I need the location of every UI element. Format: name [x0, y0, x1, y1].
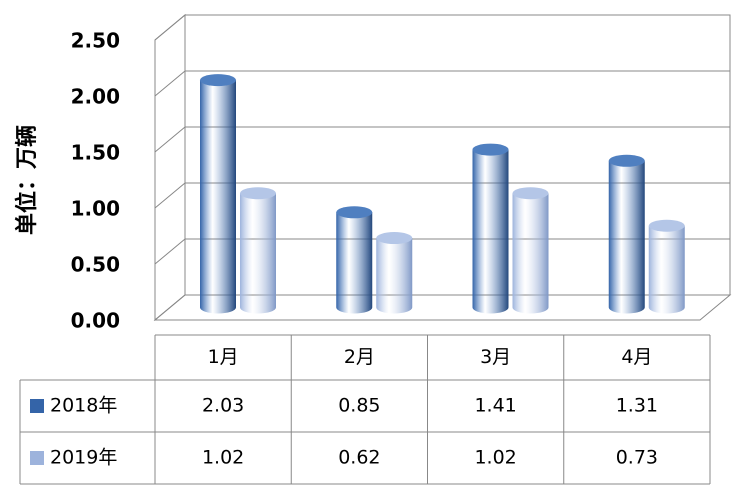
legend-swatch [30, 451, 44, 465]
x-tick-label: 4月 [621, 346, 652, 368]
y-tick-label: 2.50 [71, 29, 120, 53]
table-value: 1.02 [202, 447, 244, 469]
bar [648, 219, 685, 314]
bar [472, 143, 509, 314]
bar [608, 154, 645, 314]
bar [240, 187, 276, 314]
x-tick-label: 2月 [344, 346, 375, 368]
bar [200, 74, 237, 314]
table-value: 1.02 [474, 447, 516, 469]
y-tick-label: 1.50 [71, 141, 120, 165]
y-tick-label: 2.00 [71, 85, 120, 109]
bar [512, 187, 549, 314]
y-tick-label: 1.00 [71, 197, 120, 221]
legend-label: 2018年 [50, 395, 117, 417]
table-value: 1.41 [474, 395, 516, 417]
y-axis-label: 单位：万辆 [14, 125, 40, 235]
table-value: 0.62 [338, 447, 380, 469]
x-tick-label: 1月 [208, 346, 239, 368]
table-value: 2.03 [202, 395, 244, 417]
legend-label: 2019年 [50, 447, 117, 469]
y-tick-label: 0.50 [71, 253, 120, 277]
x-tick-label: 3月 [480, 346, 511, 368]
table-value: 0.73 [616, 447, 658, 469]
grid-line [154, 126, 730, 153]
bar [336, 206, 373, 314]
legend-swatch [30, 399, 44, 413]
table-value: 0.85 [338, 395, 380, 417]
bar [376, 232, 413, 314]
table-value: 1.31 [616, 395, 658, 417]
grid-line [154, 14, 730, 41]
grid-line [154, 182, 730, 209]
y-tick-label: 0.00 [71, 309, 120, 333]
grid-line [154, 70, 730, 97]
side-wall [154, 13, 186, 322]
